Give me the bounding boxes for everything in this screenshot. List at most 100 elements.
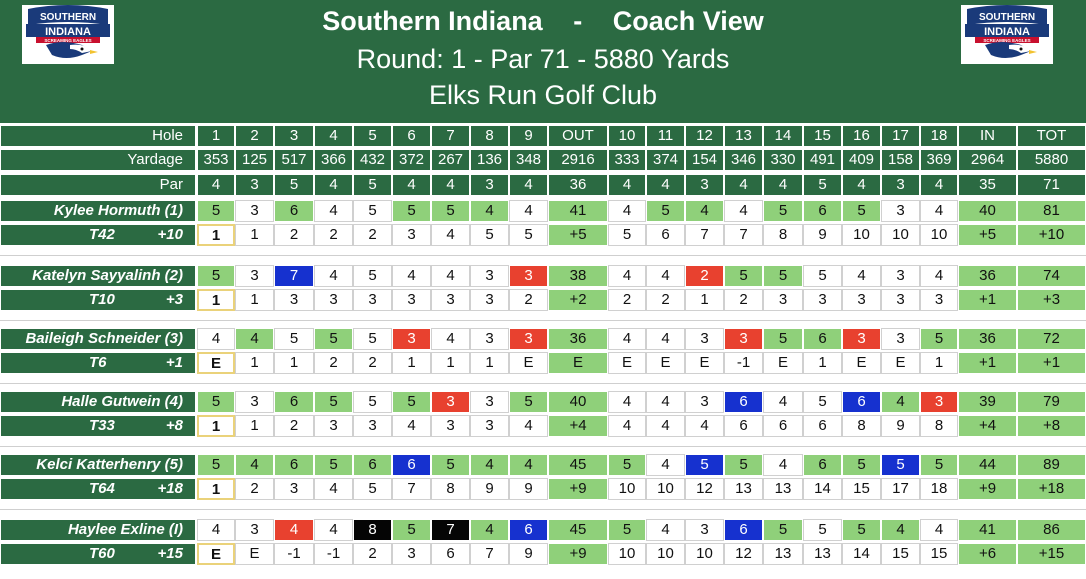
- running-total-cell: 4: [646, 415, 685, 437]
- team-logo-left: SOUTHERN INDIANA SCREAMING EAGLES: [22, 5, 114, 64]
- par-cell: 4: [763, 174, 803, 196]
- yardage-cell: 333: [608, 149, 646, 171]
- running-total-cell: 7: [470, 543, 509, 565]
- par-cell: 4: [314, 174, 353, 196]
- running-total-cell: 2: [353, 224, 392, 246]
- running-total-cell: 1: [235, 224, 274, 246]
- running-total-cell: -1: [314, 543, 353, 565]
- player-standing: T64 +18: [0, 478, 196, 500]
- running-total-cell: E: [646, 352, 685, 374]
- svg-text:INDIANA: INDIANA: [45, 26, 91, 38]
- score-cell: 5: [881, 454, 920, 476]
- running-total-cell: 2: [314, 352, 353, 374]
- running-total-cell: 8: [842, 415, 881, 437]
- running-total-cell: 6: [763, 415, 803, 437]
- running-total-cell: 4: [314, 478, 353, 500]
- yardage-cell: 348: [509, 149, 548, 171]
- running-total-cell: 8: [431, 478, 470, 500]
- score-cell: 5: [920, 454, 958, 476]
- running-total-cell: E: [197, 543, 235, 565]
- running-total-cell: 1: [235, 352, 274, 374]
- score-cell: 7: [274, 265, 314, 287]
- round-info: Round: 1 - Par 71 - 5880 Yards: [356, 44, 730, 74]
- running-total-cell: 4: [392, 415, 431, 437]
- player-divider: [0, 320, 1086, 321]
- running-total-cell: -1: [274, 543, 314, 565]
- score-cell: 5: [803, 391, 842, 413]
- score-cell: 5: [197, 391, 235, 413]
- running-total-cell: +9: [958, 478, 1017, 500]
- hole-number-cell: 13: [724, 125, 763, 147]
- score-cell: 4: [608, 200, 646, 222]
- score-cell: 36: [548, 328, 608, 350]
- hole-number-cell: 18: [920, 125, 958, 147]
- header-bar: SOUTHERN INDIANA SCREAMING EAGLES SOUTHERN…: [0, 0, 1086, 123]
- player-name[interactable]: Katelyn Sayyalinh (2): [0, 265, 196, 287]
- score-cell: 5: [392, 391, 431, 413]
- score-cell: 5: [509, 391, 548, 413]
- svg-text:SCREAMING EAGLES: SCREAMING EAGLES: [44, 38, 91, 43]
- player-name[interactable]: Kylee Hormuth (1): [0, 200, 196, 222]
- score-cell: 4: [881, 519, 920, 541]
- running-total-cell: 2: [274, 224, 314, 246]
- score-cell: 3: [470, 328, 509, 350]
- score-cell: 4: [842, 265, 881, 287]
- running-total-cell: 9: [881, 415, 920, 437]
- score-cell: 5: [646, 200, 685, 222]
- par-cell: 3: [470, 174, 509, 196]
- running-total-cell: +9: [548, 543, 608, 565]
- score-cell: 86: [1017, 519, 1086, 541]
- view-name: Coach View: [612, 6, 764, 36]
- score-cell: 4: [314, 265, 353, 287]
- score-cell: 44: [958, 454, 1017, 476]
- svg-text:SCREAMING EAGLES: SCREAMING EAGLES: [983, 38, 1030, 43]
- hole-number-cell: 10: [608, 125, 646, 147]
- par-cell: 5: [274, 174, 314, 196]
- score-cell: 3: [685, 391, 724, 413]
- hole-number-cell: 12: [685, 125, 724, 147]
- score-cell: 5: [197, 265, 235, 287]
- running-total-cell: 10: [608, 478, 646, 500]
- player-to-par: +3: [165, 291, 183, 308]
- running-total-cell: 5: [353, 478, 392, 500]
- running-total-cell: 1: [685, 289, 724, 311]
- running-total-cell: 10: [646, 543, 685, 565]
- score-cell: 4: [314, 200, 353, 222]
- score-cell: 4: [646, 454, 685, 476]
- running-total-cell: E: [608, 352, 646, 374]
- running-total-cell: 9: [803, 224, 842, 246]
- running-total-cell: 3: [431, 415, 470, 437]
- running-total-cell: 2: [353, 543, 392, 565]
- score-cell: 89: [1017, 454, 1086, 476]
- score-cell: 8: [353, 519, 392, 541]
- running-total-cell: 13: [763, 478, 803, 500]
- player-divider: [0, 509, 1086, 510]
- score-cell: 5: [803, 265, 842, 287]
- player-name[interactable]: Halle Gutwein (4): [0, 391, 196, 413]
- score-cell: 5: [197, 454, 235, 476]
- running-total-cell: 3: [274, 289, 314, 311]
- score-cell: 6: [803, 328, 842, 350]
- running-total-cell: +4: [548, 415, 608, 437]
- score-cell: 3: [685, 328, 724, 350]
- running-total-cell: 1: [470, 352, 509, 374]
- player-name[interactable]: Haylee Exline (I): [0, 519, 196, 541]
- score-cell: 5: [763, 519, 803, 541]
- player-name[interactable]: Kelci Katterhenry (5): [0, 454, 196, 476]
- running-total-cell: 5: [509, 224, 548, 246]
- running-total-cell: +1: [958, 289, 1017, 311]
- running-total-cell: 3: [392, 289, 431, 311]
- yardage-cell: 491: [803, 149, 842, 171]
- score-cell: 4: [470, 519, 509, 541]
- par-cell: 36: [548, 174, 608, 196]
- score-cell: 4: [646, 265, 685, 287]
- hole-number-cell: 9: [509, 125, 548, 147]
- player-name[interactable]: Baileigh Schneider (3): [0, 328, 196, 350]
- course-name: Elks Run Golf Club: [428, 80, 658, 110]
- player-standing: T60 +15: [0, 543, 196, 565]
- running-total-cell: 7: [724, 224, 763, 246]
- score-cell: 6: [509, 519, 548, 541]
- score-cell: 6: [353, 454, 392, 476]
- score-cell: 4: [470, 454, 509, 476]
